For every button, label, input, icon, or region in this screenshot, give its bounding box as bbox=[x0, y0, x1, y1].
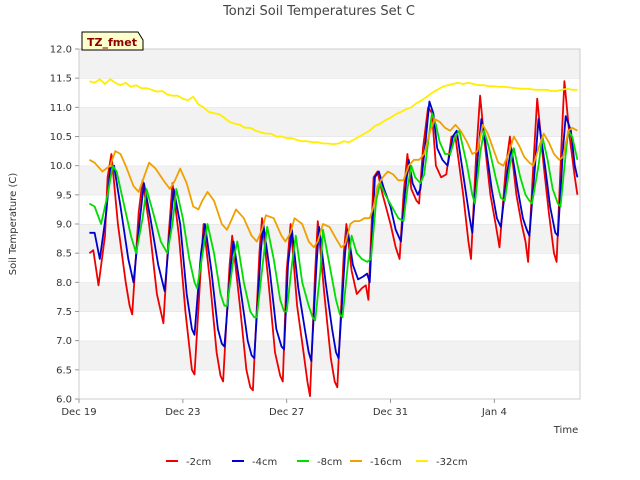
x-tick-label-3: Dec 31 bbox=[373, 407, 408, 418]
chart-title: Tonzi Soil Temperatures Set C bbox=[222, 4, 415, 19]
y-tick-label-0: 6.0 bbox=[56, 395, 72, 406]
band-0 bbox=[79, 369, 580, 399]
x-ticks: Dec 19 Dec 23 Dec 27 Dec 31 Jan 4 bbox=[61, 399, 507, 418]
y-tick-label-12: 12.0 bbox=[50, 45, 72, 56]
x-tick-label-2: Dec 27 bbox=[269, 407, 304, 418]
y-tick-label-9: 10.5 bbox=[50, 132, 72, 143]
y-tick-label-2: 7.0 bbox=[56, 336, 72, 347]
y-tick-label-6: 9.0 bbox=[56, 220, 72, 231]
station-tag-box bbox=[81, 31, 144, 51]
legend-label-2: -8cm bbox=[317, 457, 342, 468]
band-10 bbox=[79, 78, 580, 108]
series-line-minus-8cm bbox=[88, 112, 579, 322]
y-tick-label-5: 8.5 bbox=[56, 249, 72, 260]
legend-label-4: -32cm bbox=[436, 457, 468, 468]
legend-label-1: -4cm bbox=[252, 457, 277, 468]
band-8 bbox=[79, 136, 580, 166]
series-line-minus-16cm bbox=[88, 118, 578, 249]
band-9 bbox=[79, 107, 580, 137]
legend-label-3: -16cm bbox=[370, 457, 402, 468]
legend-label-0: -2cm bbox=[186, 457, 211, 468]
station-tag: TZ_fmet bbox=[81, 31, 144, 51]
band-11 bbox=[79, 49, 580, 79]
x-tick-label-1: Dec 23 bbox=[165, 407, 200, 418]
y-tick-label-3: 7.5 bbox=[56, 307, 72, 318]
y-axis-label: Soil Temperature (C) bbox=[8, 173, 19, 276]
y-tick-label-11: 11.5 bbox=[50, 74, 72, 85]
series-lines bbox=[88, 78, 579, 398]
x-tick-label-4: Jan 4 bbox=[481, 407, 507, 418]
y-ticks: 6.0 6.5 7.0 7.5 8.0 8.5 9.0 9.5 10.0 10.5 11.0 11.5… bbox=[50, 45, 79, 406]
y-tick-label-7: 9.5 bbox=[56, 190, 72, 201]
y-tick-label-4: 8.0 bbox=[56, 278, 72, 289]
y-tick-label-8: 10.0 bbox=[50, 161, 72, 172]
y-tick-label-10: 11.0 bbox=[50, 103, 72, 114]
station-tag-text: TZ_fmet bbox=[87, 36, 137, 49]
y-tick-label-1: 6.5 bbox=[56, 365, 72, 376]
x-tick-label-0: Dec 19 bbox=[61, 407, 96, 418]
legend: -2cm -4cm -8cm -16cm -32cm bbox=[166, 457, 468, 468]
x-axis-label: Time bbox=[553, 425, 578, 436]
series-line-minus-32cm bbox=[89, 78, 578, 146]
